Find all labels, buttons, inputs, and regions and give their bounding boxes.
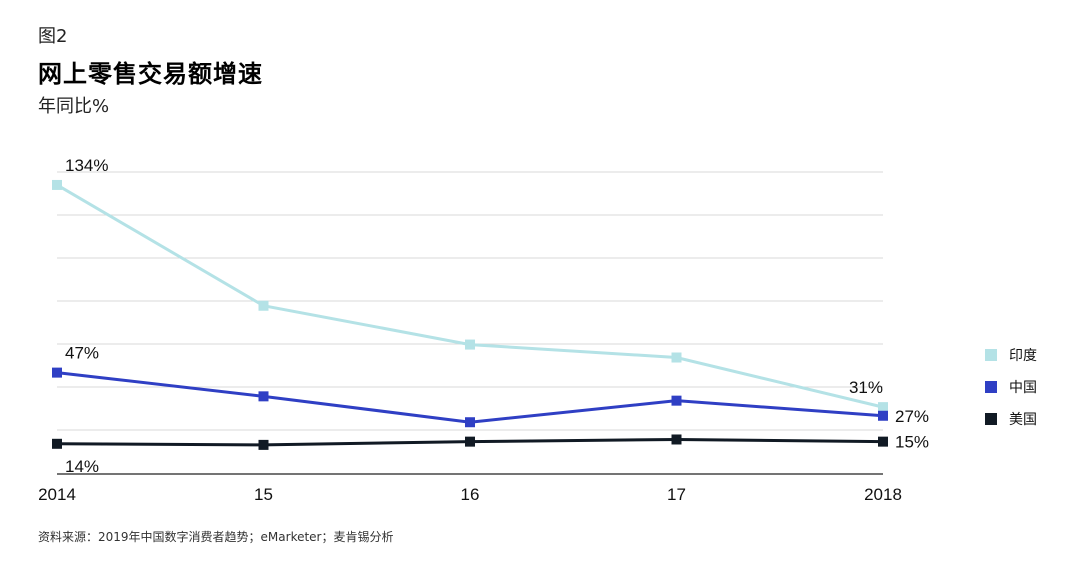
data-label: 47%	[65, 344, 99, 363]
series-0-point	[671, 352, 682, 363]
legend: 印度 中国 美国	[985, 345, 1037, 441]
legend-swatch-india	[985, 349, 997, 361]
data-label: 134%	[65, 156, 108, 175]
legend-label-usa: 美国	[1009, 412, 1037, 428]
data-label: 27%	[895, 407, 929, 426]
series-2-point	[671, 434, 682, 445]
x-tick-label: 17	[667, 485, 686, 504]
series-2-point	[465, 436, 475, 447]
x-tick-label: 2014	[38, 485, 76, 504]
series-0-point	[258, 300, 269, 311]
series-1-point	[671, 395, 682, 406]
data-label: 31%	[849, 378, 883, 397]
series-line-1	[56, 371, 884, 424]
series-1-point	[52, 367, 62, 378]
x-tick-label: 15	[254, 485, 273, 504]
source-note: 资料来源：2019年中国数字消费者趋势；eMarketer；麦肯锡分析	[38, 530, 394, 544]
series-0-point	[465, 339, 475, 350]
x-tick-label: 2018	[864, 485, 902, 504]
series-0-point	[52, 179, 62, 190]
x-tick-label: 16	[461, 485, 480, 504]
legend-item-india: 印度	[985, 345, 1037, 365]
figure-label: 图2	[38, 26, 68, 47]
legend-label-china: 中国	[1009, 380, 1037, 396]
data-label: 14%	[65, 457, 99, 476]
series-1-point	[258, 391, 269, 402]
series-2-point	[258, 439, 269, 450]
series-1-point	[878, 410, 888, 421]
chart-title: 网上零售交易额增速	[38, 60, 263, 88]
data-label: 15%	[895, 433, 929, 452]
series-2-point	[52, 438, 62, 449]
legend-item-china: 中国	[985, 377, 1037, 397]
legend-swatch-china	[985, 381, 997, 393]
series-1-point	[465, 417, 475, 428]
legend-item-usa: 美国	[985, 409, 1037, 429]
series-0-point	[878, 402, 888, 413]
series-line-0	[56, 183, 884, 409]
y-axis-unit-label: 年同比%	[38, 96, 110, 117]
series-2-point	[878, 436, 888, 447]
legend-swatch-usa	[985, 413, 997, 425]
legend-label-india: 印度	[1009, 348, 1037, 364]
